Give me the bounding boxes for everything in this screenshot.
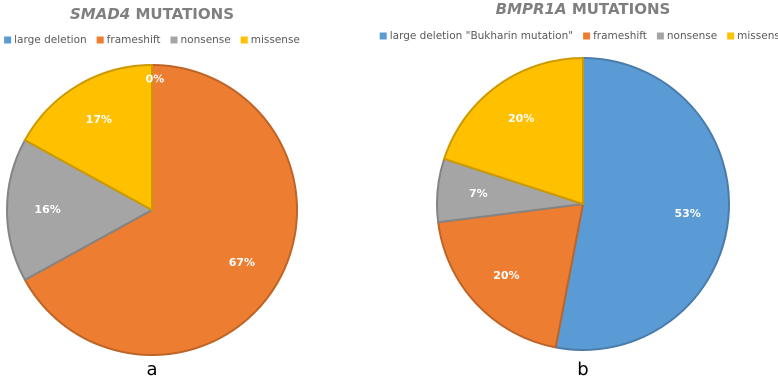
legend-label: missense [737,30,778,42]
data-label: 7% [469,187,488,200]
chart-title: SMAD4 MUTATIONS [70,5,234,23]
data-label: 20% [493,269,519,282]
legend-swatch [656,32,664,40]
legend: large deletion frameshift nonsense missense [4,34,300,46]
legend-label: large deletion [14,34,87,46]
legend-label: frameshift [107,34,161,46]
data-label: 16% [34,203,60,216]
pie-slice [23,64,153,211]
legend-swatch [4,36,12,44]
pie-slice [437,203,584,349]
pie-slice [6,139,153,281]
legend-swatch [379,32,387,40]
pie-slice [23,64,298,356]
pie-slice [443,57,584,205]
legend-swatch [583,32,591,40]
legend-label: frameshift [593,30,647,42]
legend-swatch [96,36,104,44]
data-label: 53% [674,207,700,220]
legend-swatch [240,36,248,44]
legend-swatch [170,36,178,44]
data-label: 20% [508,112,534,125]
pie-slice [554,57,730,351]
legend-label: nonsense [667,30,717,42]
panel-label: a [146,359,157,380]
legend: large deletion "Bukharin mutation" frames… [379,30,778,42]
data-label: 67% [229,256,255,269]
panel-label: b [577,359,588,380]
data-label: 0% [146,73,165,86]
chart-title: BMPR1A MUTATIONS [496,0,671,18]
data-label: 17% [86,113,112,126]
legend-swatch [727,32,735,40]
legend-label: missense [251,34,300,46]
legend-label: large deletion "Bukharin mutation" [390,30,573,42]
legend-label: nonsense [180,34,230,46]
